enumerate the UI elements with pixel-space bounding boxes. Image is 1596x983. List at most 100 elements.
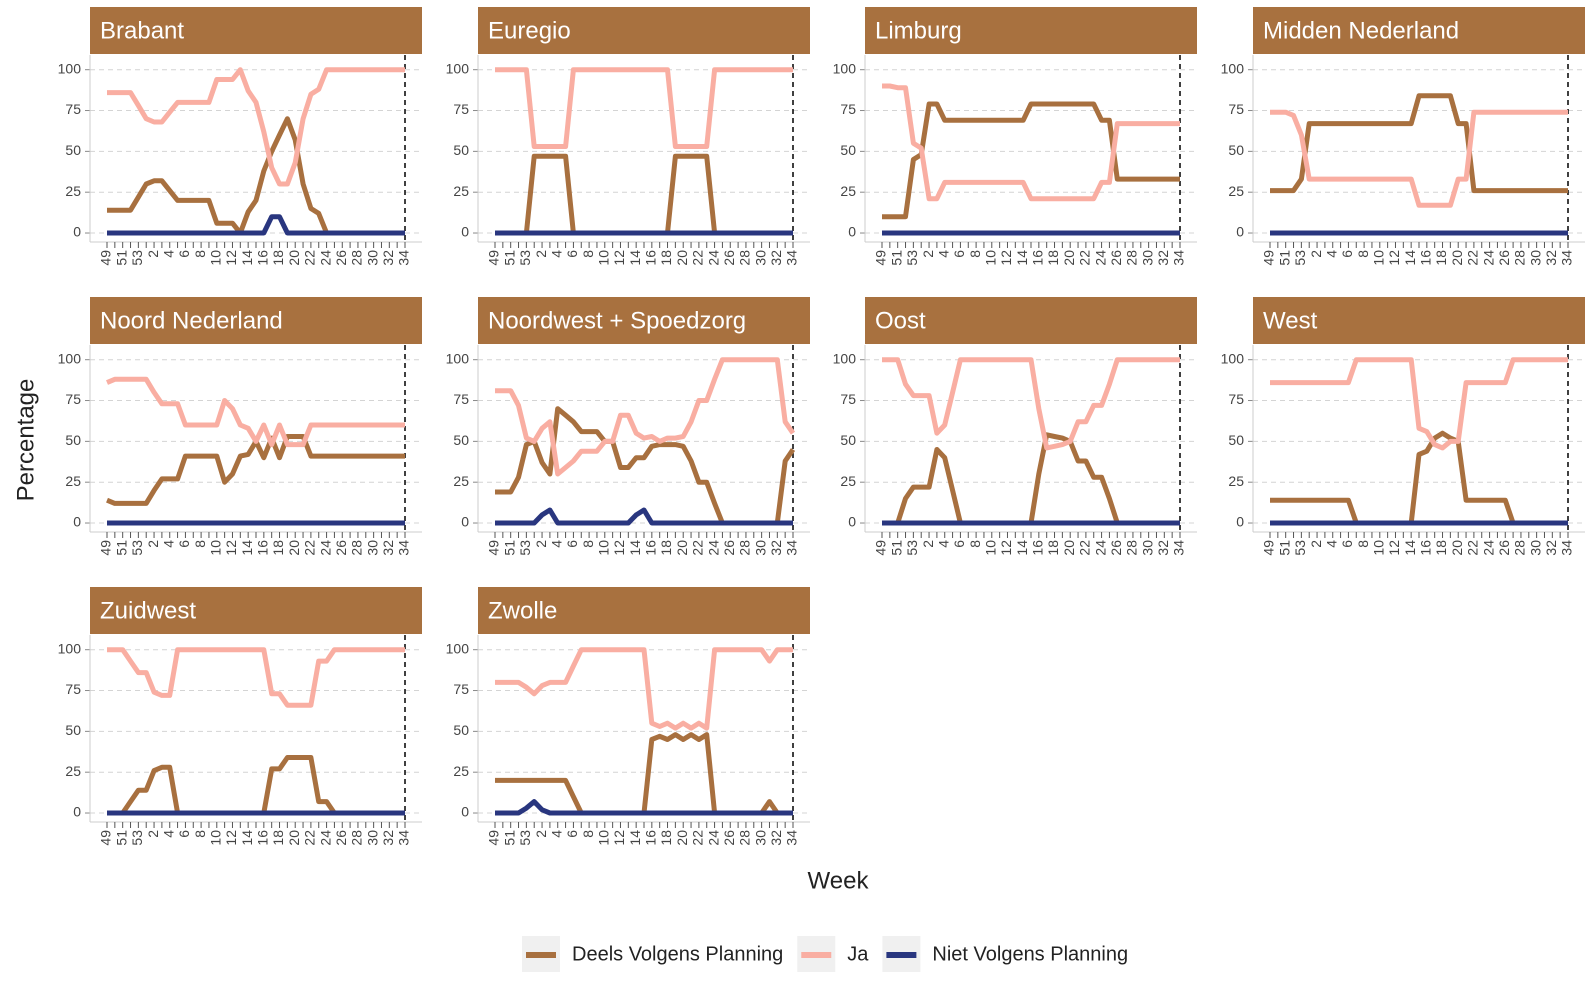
x-tick-label: 51 [501,830,517,846]
y-tick-label: 50 [453,722,469,738]
x-tick-label: 12 [223,540,239,556]
x-tick-label: 24 [317,830,333,846]
x-tick-label: 12 [223,250,239,266]
x-tick-label: 53 [904,250,920,266]
x-tick-label: 4 [935,540,951,548]
x-tick-label: 14 [627,830,643,846]
x-tick-label: 20 [1449,250,1465,266]
x-tick-label: 6 [176,540,192,548]
x-tick-label: 49 [98,830,114,846]
x-tick-label: 4 [935,250,951,258]
x-tick-label: 34 [396,250,412,266]
x-tick-label: 32 [380,830,396,846]
x-tick-label: 18 [270,540,286,556]
panel-title: Midden Nederland [1263,17,1459,44]
x-tick-label: 4 [548,830,564,838]
x-tick-label: 18 [1433,250,1449,266]
x-tick-label: 20 [674,250,690,266]
series-line [882,83,1180,202]
x-tick-label: 8 [580,250,596,258]
x-tick-label: 30 [752,250,768,266]
x-tick-label: 6 [1339,540,1355,548]
y-tick-label: 75 [65,101,81,117]
x-tick-label: 16 [255,540,271,556]
panel-title: Zuidwest [100,597,196,624]
x-tick-label: 34 [1559,540,1575,556]
panel-title: West [1263,307,1318,334]
x-tick-label: 34 [784,830,800,846]
x-tick-label: 2 [1308,540,1324,548]
x-tick-label: 18 [658,540,674,556]
x-tick-label: 22 [690,830,706,846]
x-tick-label: 2 [1308,250,1324,258]
x-tick-label: 22 [1077,540,1093,556]
x-tick-label: 24 [705,830,721,846]
y-tick-label: 0 [73,224,81,240]
x-tick-label: 10 [595,250,611,266]
x-tick-label: 4 [160,540,176,548]
x-tick-label: 26 [1108,250,1124,266]
x-tick-label: 6 [951,540,967,548]
x-tick-label: 20 [286,830,302,846]
x-tick-label: 22 [690,540,706,556]
x-tick-label: 18 [658,830,674,846]
x-tick-label: 32 [1155,250,1171,266]
y-tick-label: 0 [461,804,469,820]
x-tick-label: 16 [643,540,659,556]
x-tick-label: 4 [548,540,564,548]
x-tick-label: 30 [364,250,380,266]
x-tick-label: 26 [721,540,737,556]
series-line [495,357,796,477]
x-tick-label: 28 [1512,250,1528,266]
x-tick-label: 49 [486,540,502,556]
x-tick-label: 24 [705,250,721,266]
x-tick-label: 6 [176,830,192,838]
x-tick-label: 20 [1061,250,1077,266]
y-tick-label: 0 [1236,224,1244,240]
series-line [495,67,793,149]
y-tick-label: 50 [453,432,469,448]
y-tick-label: 75 [1228,391,1244,407]
x-tick-label: 6 [951,250,967,258]
x-tick-label: 16 [643,830,659,846]
x-tick-label: 28 [737,540,753,556]
x-tick-label: 26 [721,250,737,266]
strip [478,7,810,54]
plot-area [1253,345,1585,532]
x-tick-label: 34 [784,250,800,266]
x-tick-label: 16 [1030,250,1046,266]
x-tick-label: 16 [643,250,659,266]
x-tick-label: 18 [270,830,286,846]
x-tick-label: 18 [270,250,286,266]
y-tick-label: 50 [840,432,856,448]
x-tick-label: 34 [396,540,412,556]
x-tick-label: 34 [396,830,412,846]
x-tick-label: 53 [1292,540,1308,556]
y-tick-label: 25 [453,473,469,489]
x-tick-label: 18 [1433,540,1449,556]
x-tick-label: 26 [333,540,349,556]
x-tick-label: 14 [239,540,255,556]
y-tick-label: 0 [73,514,81,530]
x-tick-label: 28 [737,830,753,846]
x-tick-label: 10 [982,540,998,556]
x-tick-label: 51 [1276,540,1292,556]
x-tick-label: 30 [364,830,380,846]
y-tick-label: 100 [1221,350,1245,366]
panel-title: Oost [875,307,926,334]
x-tick-label: 16 [1418,540,1434,556]
x-tick-label: 30 [752,540,768,556]
x-tick-label: 22 [1465,540,1481,556]
x-tick-label: 4 [1323,250,1339,258]
x-tick-label: 6 [176,250,192,258]
x-tick-label: 24 [1480,540,1496,556]
x-tick-label: 10 [207,540,223,556]
x-tick-label: 4 [160,250,176,258]
x-tick-label: 51 [888,250,904,266]
x-tick-label: 14 [1014,540,1030,556]
x-tick-label: 28 [349,540,365,556]
x-tick-label: 24 [317,250,333,266]
series-line [495,647,793,731]
x-tick-label: 34 [1171,540,1187,556]
